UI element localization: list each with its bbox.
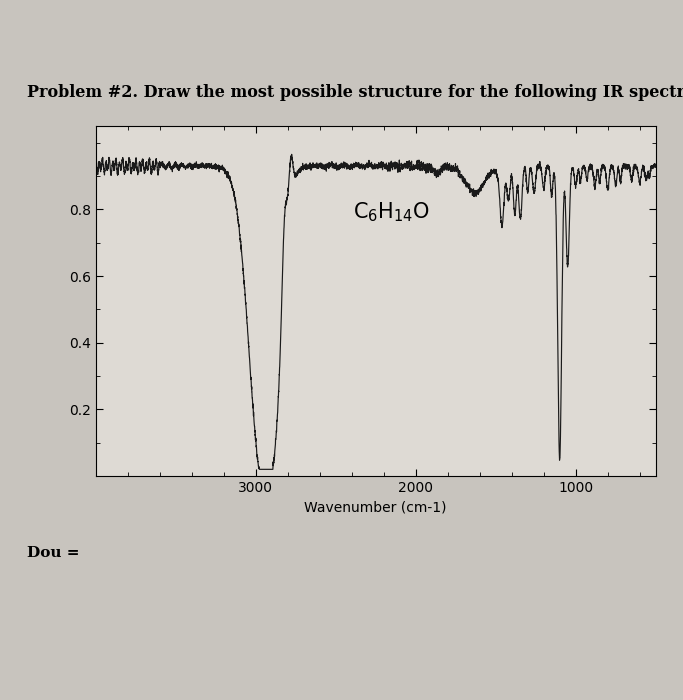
Text: Problem #2. Draw the most possible structure for the following IR spectrum?: Problem #2. Draw the most possible struc… — [27, 84, 683, 101]
Text: Dou =: Dou = — [27, 546, 80, 560]
Text: $\rm C_6H_{14}O$: $\rm C_6H_{14}O$ — [353, 201, 430, 225]
X-axis label: Wavenumber (cm-1): Wavenumber (cm-1) — [305, 500, 447, 514]
